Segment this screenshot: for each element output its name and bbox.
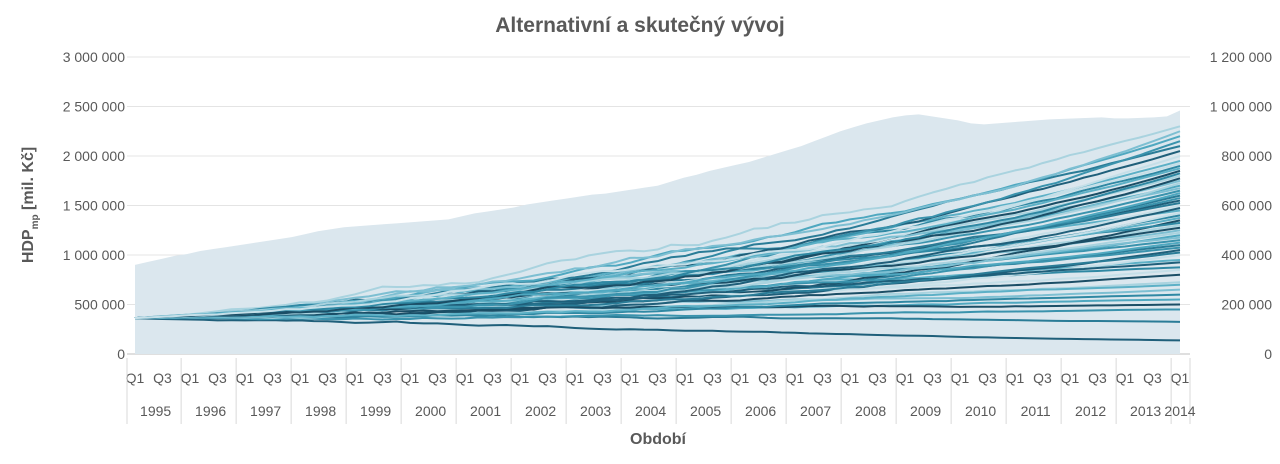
y-axis-title-sub: mp <box>30 214 41 229</box>
quarter-tick-label: Q1 <box>401 370 420 386</box>
year-label: 2005 <box>690 403 721 419</box>
year-label: 1995 <box>140 403 171 419</box>
quarter-tick-label: Q3 <box>1143 370 1162 386</box>
year-label: 2000 <box>415 403 446 419</box>
quarter-tick-label: Q3 <box>373 370 392 386</box>
year-label: 1996 <box>195 403 226 419</box>
quarter-tick-label: Q1 <box>951 370 970 386</box>
quarter-tick-label: Q3 <box>593 370 612 386</box>
quarter-tick-label: Q3 <box>428 370 447 386</box>
chart: Alternativní a skutečný vývoj 0 500 000 1 … <box>0 0 1280 464</box>
left-tick-label: 0 <box>117 346 125 362</box>
left-tick-label: 1 000 000 <box>63 247 125 263</box>
y-axis-title-main: HDP <box>20 229 37 263</box>
quarter-tick-label: Q1 <box>1171 370 1190 386</box>
quarter-tick-label: Q1 <box>896 370 915 386</box>
year-label: 2006 <box>745 403 776 419</box>
quarter-tick-label: Q1 <box>511 370 530 386</box>
y-axis-title: HDPmp [mil. Kč] <box>20 147 41 263</box>
right-tick-label: 600 000 <box>1221 198 1272 214</box>
right-tick-label: 1 200 000 <box>1210 49 1272 65</box>
left-tick-label: 500 000 <box>74 297 125 313</box>
quarter-tick-label: Q1 <box>1116 370 1135 386</box>
quarter-tick-label: Q1 <box>566 370 585 386</box>
quarter-tick-label: Q1 <box>181 370 200 386</box>
x-axis-title: Období <box>630 431 687 448</box>
chart-title: Alternativní a skutečný vývoj <box>495 14 784 37</box>
quarter-tick-label: Q1 <box>621 370 640 386</box>
quarter-tick-label: Q1 <box>731 370 750 386</box>
left-tick-label: 1 500 000 <box>63 198 125 214</box>
quarter-tick-label: Q3 <box>758 370 777 386</box>
year-label: 2001 <box>470 403 501 419</box>
quarter-tick-label: Q1 <box>456 370 475 386</box>
quarter-tick-label: Q3 <box>208 370 227 386</box>
quarter-tick-label: Q1 <box>1006 370 1025 386</box>
left-tick-label: 2 000 000 <box>63 148 125 164</box>
left-tick-label: 3 000 000 <box>63 49 125 65</box>
year-label: 2011 <box>1021 403 1051 419</box>
year-label: 2013 <box>1130 403 1161 419</box>
year-label: 2004 <box>635 403 666 419</box>
quarter-tick-label: Q3 <box>1088 370 1107 386</box>
right-tick-label: 800 000 <box>1221 148 1272 164</box>
year-label: 1997 <box>250 403 281 419</box>
quarter-tick-label: Q1 <box>346 370 365 386</box>
year-label: 2012 <box>1075 403 1106 419</box>
quarter-tick-label: Q3 <box>263 370 282 386</box>
year-label: 1998 <box>305 403 336 419</box>
quarter-tick-label: Q1 <box>841 370 860 386</box>
quarter-tick-label: Q3 <box>538 370 557 386</box>
year-label: 2009 <box>910 403 941 419</box>
quarter-tick-label: Q1 <box>126 370 145 386</box>
right-tick-label: 200 000 <box>1221 297 1272 313</box>
right-axis-ticks: 0 200 000 400 000 600 000 800 000 1 000 000 1 … <box>1210 49 1273 362</box>
year-label: 1999 <box>360 403 391 419</box>
quarter-tick-label: Q1 <box>786 370 805 386</box>
year-label: 2014 <box>1164 403 1195 419</box>
right-tick-label: 1 000 000 <box>1210 99 1272 115</box>
year-label: 2007 <box>800 403 831 419</box>
year-label: 2003 <box>580 403 611 419</box>
quarter-tick-label: Q3 <box>813 370 832 386</box>
quarter-tick-label: Q3 <box>703 370 722 386</box>
year-label: 2010 <box>965 403 996 419</box>
quarter-tick-label: Q1 <box>291 370 310 386</box>
year-label: 2008 <box>855 403 886 419</box>
quarter-tick-label: Q1 <box>236 370 255 386</box>
year-label: 2002 <box>525 403 556 419</box>
quarter-tick-label: Q3 <box>648 370 667 386</box>
quarter-tick-label: Q3 <box>153 370 172 386</box>
quarter-tick-label: Q1 <box>1061 370 1080 386</box>
x-axis: Q1 Q3 Q1 Q3 Q1 Q3 Q1 Q3 Q1 Q3 Q1 Q3 Q1 Q3 Q1 Q3 Q1 Q3 Q1 Q3… <box>126 358 1196 424</box>
quarter-tick-label: Q3 <box>1033 370 1052 386</box>
right-tick-label: 400 000 <box>1221 247 1272 263</box>
right-tick-label: 0 <box>1264 346 1272 362</box>
left-tick-label: 2 500 000 <box>63 99 125 115</box>
quarter-tick-label: Q3 <box>923 370 942 386</box>
quarter-tick-label: Q3 <box>868 370 887 386</box>
quarter-tick-label: Q3 <box>978 370 997 386</box>
quarter-tick-label: Q1 <box>676 370 695 386</box>
left-axis-ticks: 0 500 000 1 000 000 1 500 000 2 000 000 2 500… <box>63 49 126 362</box>
y-axis-title-unit: [mil. Kč] <box>20 147 37 215</box>
quarter-tick-label: Q3 <box>483 370 502 386</box>
quarter-tick-label: Q3 <box>318 370 337 386</box>
